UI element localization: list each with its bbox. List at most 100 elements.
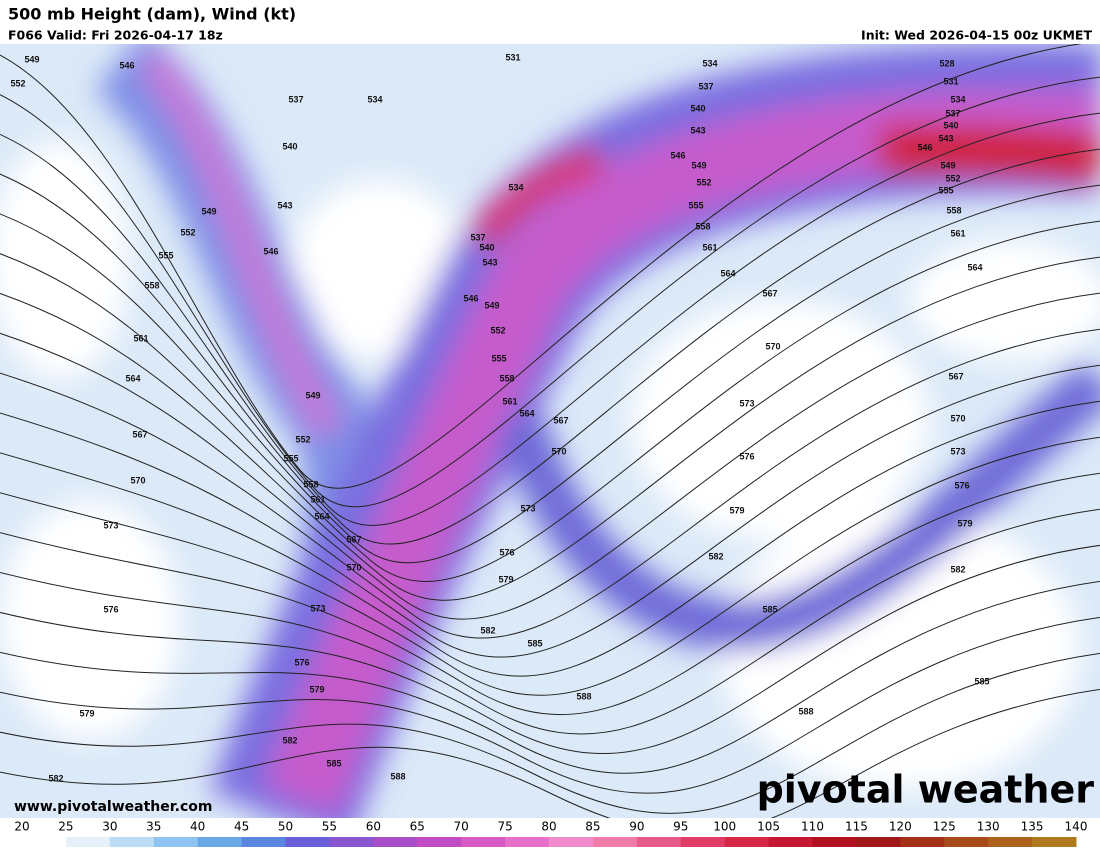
colorbar-swatch [241, 837, 286, 847]
colorbar-swatch [944, 837, 989, 847]
contour-label: 561 [950, 228, 965, 238]
colorbar-tick-label: 65 [410, 820, 425, 834]
colorbar-tick-label: 20 [14, 820, 29, 834]
colorbar-tick-label: 105 [757, 820, 780, 834]
contour-label: 549 [201, 206, 216, 216]
contour-label: 558 [303, 479, 318, 489]
colorbar-tick-label: 125 [933, 820, 956, 834]
contour-line [0, 508, 1100, 735]
contour-label: 588 [390, 771, 405, 781]
contour-label: 555 [491, 353, 506, 363]
colorbar-tick-label: 135 [1021, 820, 1044, 834]
contour-line [0, 580, 1100, 774]
colorbar-swatch [373, 837, 418, 847]
contour-label: 555 [158, 250, 173, 260]
contour-line [0, 256, 1100, 601]
contour-label: 537 [698, 81, 713, 91]
colorbar-tick-label: 95 [673, 820, 688, 834]
contour-label: 531 [943, 76, 958, 86]
contour-label: 570 [950, 413, 965, 423]
contour-label: 546 [463, 293, 478, 303]
contour-labels: 549 546 552 537 534 531 534 537 540 543 546 549 552 5… [10, 52, 989, 783]
colorbar-swatch [65, 837, 111, 847]
colorbar-swatch [856, 837, 901, 847]
contour-label: 534 [702, 58, 717, 68]
colorbar-swatch [22, 837, 67, 847]
contour-label: 576 [954, 480, 969, 490]
contour-label: 570 [346, 562, 361, 572]
colorbar-tick-label: 85 [585, 820, 600, 834]
contour-label: 558 [499, 373, 514, 383]
contour-label: 558 [144, 280, 159, 290]
contour-label: 570 [765, 341, 780, 351]
colorbar-tick-label: 115 [845, 820, 868, 834]
contour-label: 543 [277, 200, 292, 210]
init-time: Init: Wed 2026-04-15 00z UKMET [861, 28, 1092, 43]
colorbar-swatch [636, 837, 682, 847]
contour-label: 552 [490, 325, 505, 335]
contour-label: 552 [696, 177, 711, 187]
contour-label: 579 [498, 574, 513, 584]
contour-label: 573 [310, 603, 325, 613]
contour-line [0, 544, 1100, 754]
contour-label: 561 [310, 494, 325, 504]
contour-label: 549 [305, 390, 320, 400]
contour-label: 582 [48, 773, 63, 783]
contour-label: 582 [950, 564, 965, 574]
contour-label: 570 [130, 475, 145, 485]
map: 549 546 552 537 534 531 534 537 540 543 546 549 552 5… [0, 44, 1100, 818]
contour-line [0, 44, 1084, 489]
colorbar-tick-label: 70 [454, 820, 469, 834]
contour-label: 534 [950, 94, 965, 104]
contour-label: 543 [690, 125, 705, 135]
contour-line [0, 76, 1100, 508]
contour-label: 573 [103, 520, 118, 530]
contour-label: 528 [939, 58, 954, 68]
colorbar-swatch [988, 837, 1033, 847]
valid-time: F066 Valid: Fri 2026-04-17 18z [8, 28, 223, 43]
contour-line [0, 436, 1100, 696]
colorbar-tick-label: 90 [629, 820, 644, 834]
contour-label: 549 [691, 160, 706, 170]
contour-label: 540 [943, 120, 958, 130]
colorbar-tick-label: 110 [801, 820, 824, 834]
contour-label: 549 [940, 160, 955, 170]
contour-label: 585 [974, 676, 989, 686]
contour-line [0, 364, 1100, 658]
colorbar-swatch [768, 837, 813, 847]
url: www.pivotalweather.com [14, 799, 213, 815]
colorbar-swatch [724, 837, 770, 847]
contour-label: 573 [950, 446, 965, 456]
contour-label: 576 [294, 657, 309, 667]
colorbar-swatch [680, 837, 726, 847]
colorbar-tick-label: 35 [146, 820, 161, 834]
contour-label: 543 [938, 133, 953, 143]
contour-label: 555 [938, 185, 953, 195]
colorbar-tick-label: 60 [366, 820, 381, 834]
contour-label: 576 [739, 451, 754, 461]
contour-label: 567 [948, 371, 963, 381]
colorbar-tick-label: 40 [190, 820, 205, 834]
contour-label: 546 [119, 60, 134, 70]
colorbar-swatch [153, 837, 199, 847]
contour-label: 585 [527, 638, 542, 648]
colorbar-tick-label: 45 [234, 820, 249, 834]
contour-line [0, 220, 1100, 582]
contour-label: 546 [263, 246, 278, 256]
colorbar: 20 25 30 35 40 45 50 55 60 65 70 75 80 85 90 95 100 105 11… [14, 820, 1087, 847]
contour-line [0, 472, 1100, 716]
logo: pivotal weather [757, 768, 1095, 812]
contour-label: 588 [576, 691, 591, 701]
contour-label: 531 [505, 52, 520, 62]
colorbar-tick-label: 50 [278, 820, 293, 834]
contour-label: 537 [945, 108, 960, 118]
colorbar-tick-label: 25 [58, 820, 73, 834]
colorbar-swatch [505, 837, 550, 847]
colorbar-tick-label: 55 [322, 820, 337, 834]
contour-line [0, 653, 1100, 814]
contour-label: 567 [762, 288, 777, 298]
contour-label: 546 [917, 142, 932, 152]
contour-label: 552 [945, 173, 960, 183]
colorbar-swatch [329, 837, 374, 847]
